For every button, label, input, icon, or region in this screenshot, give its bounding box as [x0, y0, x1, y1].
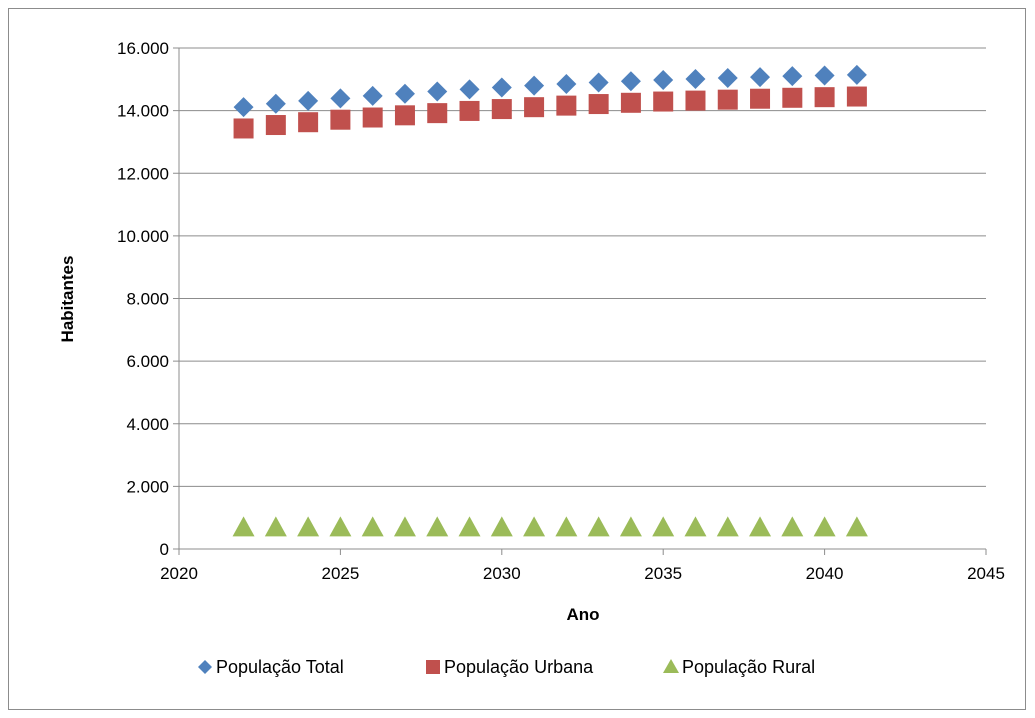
data-point-diamond — [524, 75, 545, 96]
y-tick-label: 8.000 — [126, 290, 169, 309]
data-point-triangle — [652, 516, 675, 537]
data-point-triangle — [619, 516, 642, 537]
x-axis-title: Ano — [566, 605, 599, 624]
legend: População Total População Urbana População… — [198, 657, 815, 677]
data-point-square — [556, 95, 577, 116]
data-point-triangle — [781, 516, 804, 537]
data-point-square — [782, 87, 803, 108]
data-point-square — [620, 92, 641, 113]
data-point-square — [717, 89, 738, 110]
chart-frame: 0 2.000 4.000 6.000 8.000 10.000 12.000 14.000 1… — [8, 8, 1026, 710]
data-point-square — [427, 103, 448, 124]
data-point-triangle — [716, 516, 739, 537]
data-point-diamond — [298, 90, 319, 111]
data-point-triangle — [555, 516, 578, 537]
data-point-diamond — [330, 88, 351, 109]
data-point-diamond — [491, 77, 512, 98]
data-point-square — [362, 107, 383, 128]
x-tick-label: 2030 — [483, 564, 521, 583]
data-point-triangle — [684, 516, 707, 537]
x-tick-label: 2035 — [644, 564, 682, 583]
data-point-triangle — [813, 516, 836, 537]
data-point-triangle — [587, 516, 610, 537]
data-point-triangle — [264, 516, 287, 537]
data-point-diamond — [620, 71, 641, 92]
y-tick-label: 6.000 — [126, 352, 169, 371]
data-point-square — [298, 112, 319, 133]
y-tick-label: 4.000 — [126, 415, 169, 434]
data-point-diamond — [685, 68, 706, 89]
y-tick-label: 10.000 — [117, 227, 169, 246]
data-point-diamond — [814, 65, 835, 86]
data-point-square — [491, 99, 512, 120]
data-point-triangle — [297, 516, 320, 537]
data-point-square — [814, 87, 835, 108]
series-diamond — [233, 64, 867, 118]
data-point-diamond — [653, 69, 674, 90]
data-point-triangle — [361, 516, 384, 537]
y-axis-title: Habitantes — [58, 256, 77, 343]
data-point-square — [685, 90, 706, 111]
data-point-square — [750, 88, 771, 109]
data-point-diamond — [556, 74, 577, 95]
data-point-triangle — [329, 516, 352, 537]
data-markers — [232, 64, 868, 537]
data-point-triangle — [393, 516, 416, 537]
data-point-triangle — [490, 516, 513, 537]
data-point-diamond — [717, 68, 738, 89]
data-point-diamond — [588, 72, 609, 93]
data-point-square — [588, 94, 609, 115]
x-tick-label: 2040 — [806, 564, 844, 583]
data-point-square — [653, 91, 674, 112]
gridlines — [179, 47, 986, 487]
legend-label: População Total — [216, 657, 344, 677]
y-tick-label: 2.000 — [126, 477, 169, 496]
legend-marker-square — [426, 660, 440, 674]
y-tick-label: 0 — [160, 540, 169, 559]
data-point-diamond — [782, 66, 803, 87]
data-point-square — [265, 115, 286, 136]
tick-labels: 0 2.000 4.000 6.000 8.000 10.000 12.000 14.000 1… — [117, 39, 1005, 583]
axes — [173, 47, 987, 555]
data-point-diamond — [362, 85, 383, 106]
legend-marker-triangle — [663, 659, 679, 673]
data-point-square — [394, 105, 415, 126]
data-point-triangle — [426, 516, 449, 537]
series-triangle — [232, 516, 868, 537]
data-point-diamond — [427, 81, 448, 102]
x-tick-label: 2020 — [160, 564, 198, 583]
data-point-square — [846, 86, 867, 107]
data-point-triangle — [458, 516, 481, 537]
data-point-diamond — [846, 64, 867, 85]
data-point-triangle — [523, 516, 546, 537]
data-point-triangle — [749, 516, 772, 537]
legend-item: População Rural — [663, 657, 815, 677]
chart-svg: 0 2.000 4.000 6.000 8.000 10.000 12.000 14.000 1… — [58, 39, 1005, 677]
data-point-diamond — [265, 93, 286, 114]
data-point-square — [233, 118, 254, 139]
data-point-diamond — [750, 67, 771, 88]
data-point-square — [524, 97, 545, 118]
x-tick-label: 2045 — [967, 564, 1005, 583]
y-tick-label: 12.000 — [117, 164, 169, 183]
legend-label: População Rural — [682, 657, 815, 677]
legend-item: População Total — [198, 657, 344, 677]
data-point-triangle — [845, 516, 868, 537]
x-tick-label: 2025 — [321, 564, 359, 583]
legend-marker-diamond — [198, 660, 212, 674]
data-point-diamond — [394, 83, 415, 104]
series-square — [233, 86, 867, 139]
y-tick-label: 14.000 — [117, 102, 169, 121]
data-point-diamond — [233, 97, 254, 118]
y-tick-label: 16.000 — [117, 39, 169, 58]
data-point-square — [459, 100, 480, 121]
legend-label: População Urbana — [444, 657, 594, 677]
data-point-triangle — [232, 516, 255, 537]
data-point-square — [330, 109, 351, 130]
data-point-diamond — [459, 79, 480, 100]
legend-item: População Urbana — [426, 657, 594, 677]
